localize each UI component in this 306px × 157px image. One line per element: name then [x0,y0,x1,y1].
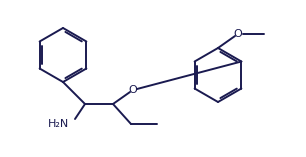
Text: H₂N: H₂N [48,119,69,129]
Text: O: O [233,29,242,39]
Text: O: O [129,85,137,95]
